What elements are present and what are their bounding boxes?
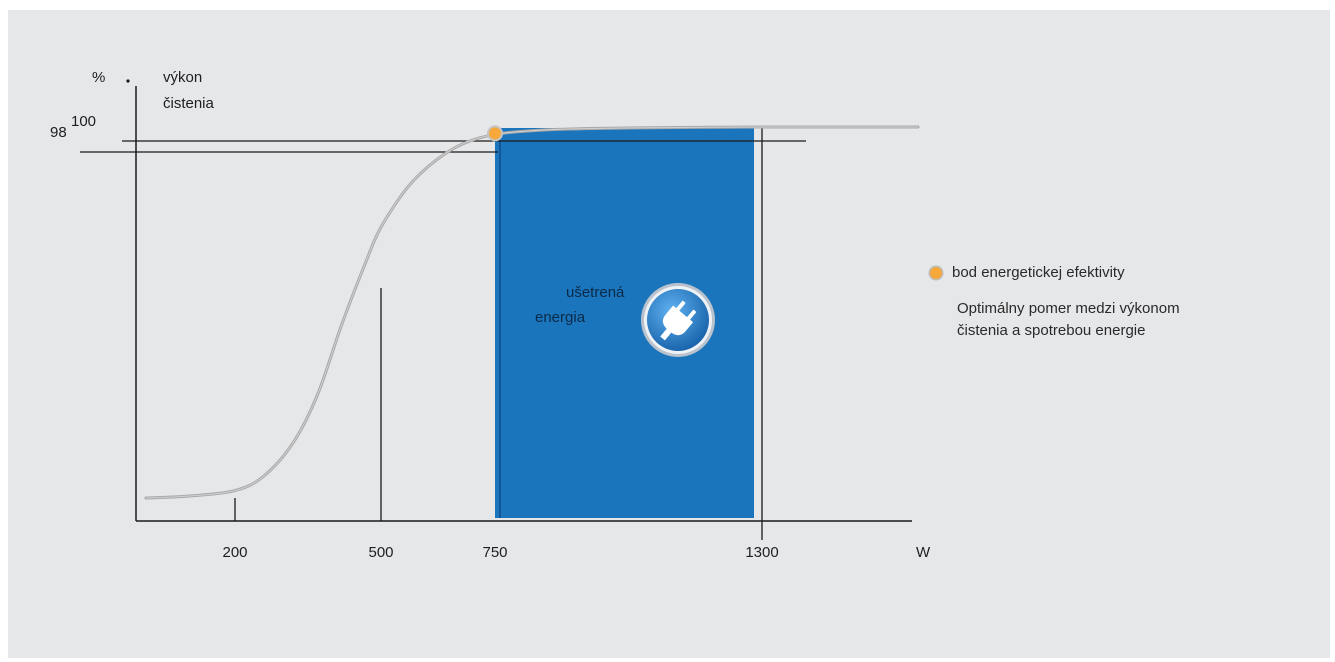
legend-item: bod energetickej efektivity bbox=[930, 262, 1270, 284]
x-tick-label-500: 500 bbox=[368, 544, 393, 561]
y-axis-title-line-2: čistenia bbox=[163, 95, 215, 112]
performance-curve bbox=[144, 125, 920, 500]
y-axis-unit: % bbox=[92, 69, 105, 86]
y-marker-label-98: 98 bbox=[50, 124, 67, 141]
y-marker-label-100: 100 bbox=[71, 113, 96, 130]
x-tick-label-750: 750 bbox=[482, 544, 507, 561]
savings-label-line-1: ušetrená bbox=[566, 284, 625, 301]
x-axis-unit: W bbox=[916, 544, 931, 561]
legend-description-line-1: Optimálny pomer medzi výkonom bbox=[957, 300, 1180, 317]
legend-label: bod energetickej efektivity bbox=[952, 264, 1125, 281]
legend-description-line-2: čistenia a spotrebou energie bbox=[957, 322, 1146, 339]
power-plug-icon bbox=[641, 283, 715, 357]
y-axis-title-line-1: výkon bbox=[163, 69, 202, 86]
y-axis-top-dot bbox=[126, 79, 130, 83]
efficiency-point-marker bbox=[487, 125, 503, 142]
x-tick-label-1300: 1300 bbox=[745, 544, 778, 561]
x-tick-label-200: 200 bbox=[222, 544, 247, 561]
legend-description: Optimálny pomer medzi výkonom čistenia a… bbox=[957, 298, 1277, 342]
performance-curve-highlight bbox=[145, 126, 919, 499]
savings-region bbox=[495, 128, 754, 518]
efficiency-point-legend-icon bbox=[930, 267, 942, 279]
legend: bod energetickej efektivity Optimálny po… bbox=[930, 262, 1270, 342]
savings-label-line-2: energia bbox=[535, 309, 586, 326]
